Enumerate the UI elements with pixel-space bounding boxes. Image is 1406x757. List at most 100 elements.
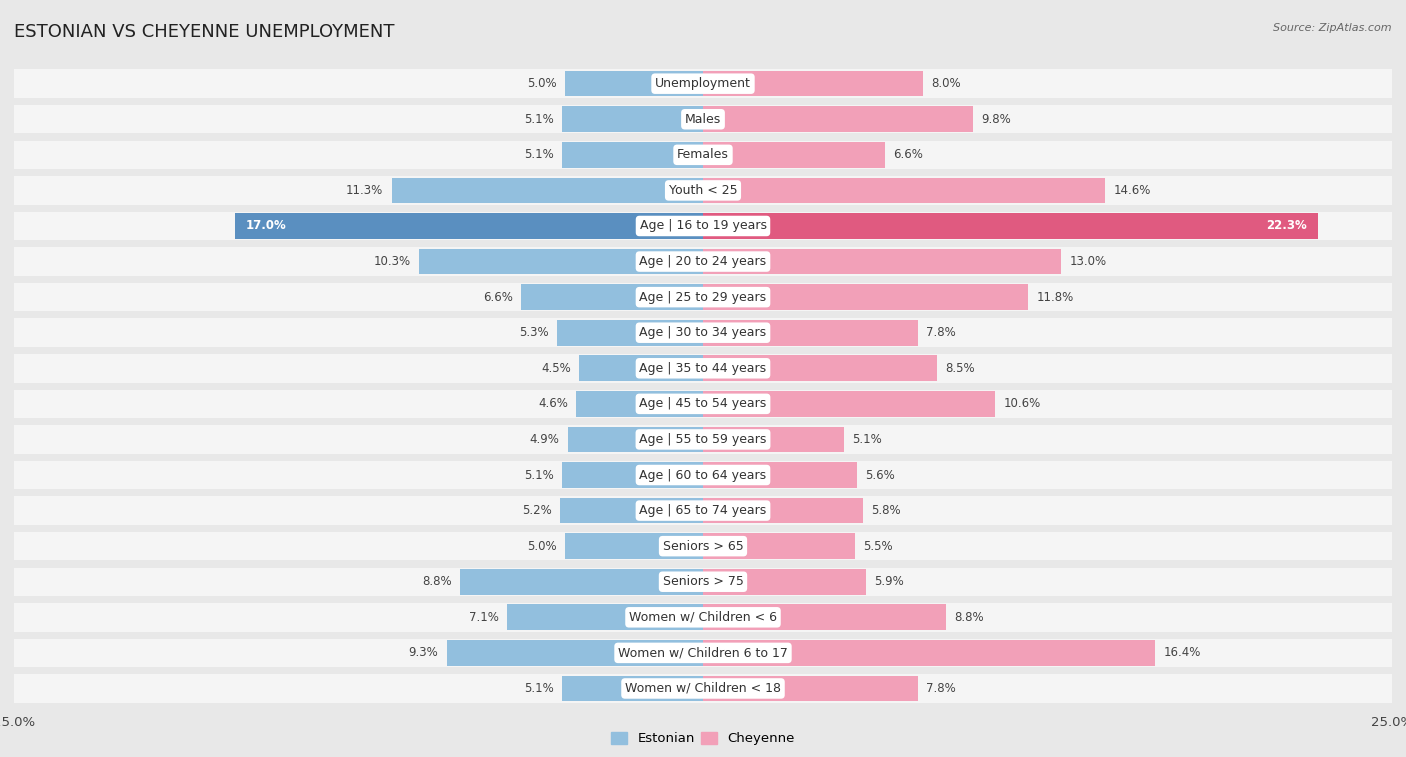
Text: 11.8%: 11.8% xyxy=(1036,291,1074,304)
Bar xyxy=(14,425,1392,453)
Bar xyxy=(703,463,858,488)
Text: 5.2%: 5.2% xyxy=(522,504,551,517)
Text: 10.6%: 10.6% xyxy=(1004,397,1040,410)
Text: 7.8%: 7.8% xyxy=(927,326,956,339)
Bar xyxy=(703,498,863,523)
Text: 5.1%: 5.1% xyxy=(852,433,882,446)
Bar xyxy=(14,603,1392,631)
Bar xyxy=(703,569,866,594)
Text: 11.3%: 11.3% xyxy=(346,184,384,197)
Text: 5.1%: 5.1% xyxy=(524,148,554,161)
Text: Age | 35 to 44 years: Age | 35 to 44 years xyxy=(640,362,766,375)
Text: 7.8%: 7.8% xyxy=(927,682,956,695)
Bar xyxy=(461,569,703,594)
Bar xyxy=(703,605,945,630)
Legend: Estonian, Cheyenne: Estonian, Cheyenne xyxy=(606,727,800,750)
Text: Age | 30 to 34 years: Age | 30 to 34 years xyxy=(640,326,766,339)
Text: 13.0%: 13.0% xyxy=(1070,255,1107,268)
Text: 5.1%: 5.1% xyxy=(524,113,554,126)
Text: 5.8%: 5.8% xyxy=(872,504,901,517)
Text: 7.1%: 7.1% xyxy=(470,611,499,624)
Text: Women w/ Children < 6: Women w/ Children < 6 xyxy=(628,611,778,624)
Text: 8.5%: 8.5% xyxy=(945,362,976,375)
Text: Males: Males xyxy=(685,113,721,126)
Text: 14.6%: 14.6% xyxy=(1114,184,1152,197)
Text: 9.8%: 9.8% xyxy=(981,113,1011,126)
Bar xyxy=(568,427,703,452)
Bar xyxy=(14,319,1392,347)
Text: 5.0%: 5.0% xyxy=(527,540,557,553)
Text: Seniors > 65: Seniors > 65 xyxy=(662,540,744,553)
Bar xyxy=(419,249,703,274)
Text: ESTONIAN VS CHEYENNE UNEMPLOYMENT: ESTONIAN VS CHEYENNE UNEMPLOYMENT xyxy=(14,23,395,41)
Bar xyxy=(14,283,1392,311)
Text: 17.0%: 17.0% xyxy=(246,220,287,232)
Bar xyxy=(562,107,703,132)
Text: 5.6%: 5.6% xyxy=(866,469,896,481)
Bar xyxy=(14,532,1392,560)
Text: 5.1%: 5.1% xyxy=(524,469,554,481)
Bar xyxy=(14,461,1392,489)
Bar xyxy=(703,534,855,559)
Bar xyxy=(522,285,703,310)
Bar xyxy=(14,568,1392,596)
Bar xyxy=(703,391,995,416)
Bar xyxy=(562,142,703,167)
Text: 5.1%: 5.1% xyxy=(524,682,554,695)
Text: Unemployment: Unemployment xyxy=(655,77,751,90)
Text: 8.8%: 8.8% xyxy=(953,611,983,624)
Bar xyxy=(565,71,703,96)
Text: Source: ZipAtlas.com: Source: ZipAtlas.com xyxy=(1274,23,1392,33)
Text: 8.8%: 8.8% xyxy=(423,575,453,588)
Bar xyxy=(576,391,703,416)
Bar xyxy=(14,497,1392,525)
Bar xyxy=(14,248,1392,276)
Text: Youth < 25: Youth < 25 xyxy=(669,184,737,197)
Bar xyxy=(562,676,703,701)
Text: 22.3%: 22.3% xyxy=(1265,220,1306,232)
Text: 5.0%: 5.0% xyxy=(527,77,557,90)
Bar xyxy=(703,640,1154,665)
Text: Females: Females xyxy=(678,148,728,161)
Bar xyxy=(557,320,703,345)
Bar xyxy=(392,178,703,203)
Text: Age | 55 to 59 years: Age | 55 to 59 years xyxy=(640,433,766,446)
Bar xyxy=(14,176,1392,204)
Bar xyxy=(579,356,703,381)
Bar xyxy=(703,356,938,381)
Text: Age | 60 to 64 years: Age | 60 to 64 years xyxy=(640,469,766,481)
Text: Age | 65 to 74 years: Age | 65 to 74 years xyxy=(640,504,766,517)
Bar xyxy=(14,674,1392,702)
Bar xyxy=(508,605,703,630)
Text: 4.6%: 4.6% xyxy=(538,397,568,410)
Text: 8.0%: 8.0% xyxy=(932,77,962,90)
Text: 6.6%: 6.6% xyxy=(893,148,922,161)
Text: Age | 45 to 54 years: Age | 45 to 54 years xyxy=(640,397,766,410)
Text: 5.5%: 5.5% xyxy=(863,540,893,553)
Bar xyxy=(14,390,1392,418)
Text: 9.3%: 9.3% xyxy=(409,646,439,659)
Bar xyxy=(703,142,884,167)
Bar xyxy=(703,249,1062,274)
Bar xyxy=(14,141,1392,169)
Text: Women w/ Children < 18: Women w/ Children < 18 xyxy=(626,682,780,695)
Bar xyxy=(703,320,918,345)
Bar xyxy=(235,213,703,238)
Bar xyxy=(447,640,703,665)
Bar xyxy=(565,534,703,559)
Bar xyxy=(14,105,1392,133)
Text: Women w/ Children 6 to 17: Women w/ Children 6 to 17 xyxy=(619,646,787,659)
Bar xyxy=(14,354,1392,382)
Text: Age | 16 to 19 years: Age | 16 to 19 years xyxy=(640,220,766,232)
Text: Age | 20 to 24 years: Age | 20 to 24 years xyxy=(640,255,766,268)
Bar xyxy=(560,498,703,523)
Bar xyxy=(14,212,1392,240)
Bar xyxy=(703,107,973,132)
Text: Seniors > 75: Seniors > 75 xyxy=(662,575,744,588)
Text: 10.3%: 10.3% xyxy=(374,255,411,268)
Bar xyxy=(703,285,1028,310)
Text: 6.6%: 6.6% xyxy=(484,291,513,304)
Bar xyxy=(703,213,1317,238)
Text: 16.4%: 16.4% xyxy=(1163,646,1201,659)
Text: 5.3%: 5.3% xyxy=(519,326,548,339)
